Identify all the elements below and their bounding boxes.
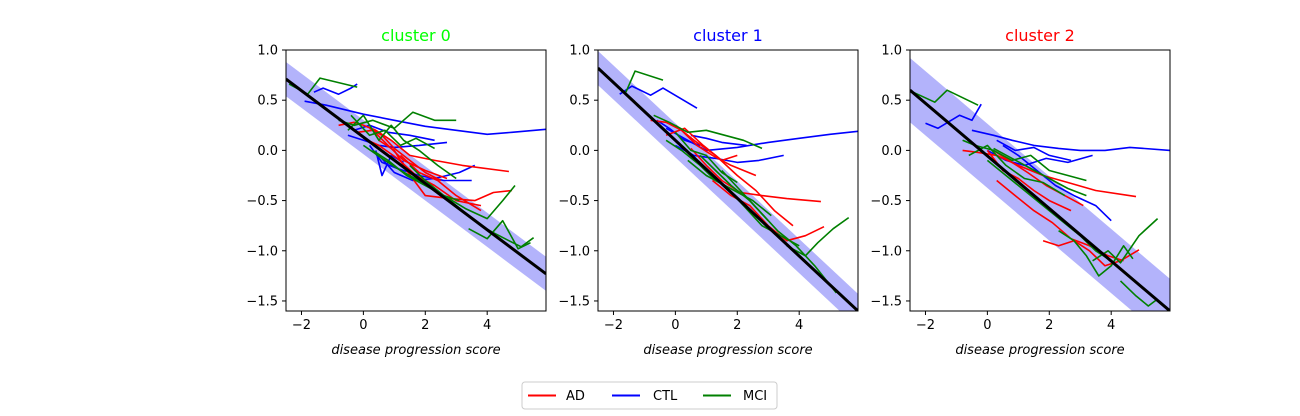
y-tick-label: 1.0 [257, 44, 278, 59]
y-tick-label: 0.0 [881, 144, 902, 159]
trajectory-mci [674, 131, 738, 184]
plot-content [286, 62, 546, 291]
x-axis-label: disease progression score [955, 343, 1124, 358]
trajectory-ctl [996, 139, 1072, 162]
x-tick-label: 2 [421, 318, 429, 333]
y-tick-label: 1.0 [881, 44, 902, 59]
x-ticks: −2 0 2 4 [604, 311, 803, 333]
y-tick-label: 0.5 [569, 94, 590, 109]
trajectory-ad [1042, 239, 1140, 267]
trajectory-ad [369, 127, 442, 182]
trajectory-ad [338, 121, 510, 173]
axes-frame [909, 49, 1171, 312]
x-tick-label: −2 [916, 318, 935, 333]
fit-line [286, 77, 546, 276]
trajectory-ad [962, 149, 1137, 198]
x-ticks: −2 0 2 4 [916, 311, 1115, 333]
trajectory-mci [347, 114, 457, 180]
y-ticks: 1.0 0.5 0.0 −0.5 −1.0 −1.5 [558, 44, 598, 309]
trajectory-ctl [925, 103, 982, 130]
trajectory-mci [350, 114, 435, 150]
plot-content [910, 58, 1170, 311]
y-tick-label: 0.0 [569, 144, 590, 159]
confidence-band [910, 58, 1170, 311]
trajectory-mci [653, 114, 763, 150]
x-tick-label: 4 [795, 318, 803, 333]
plot-content [598, 51, 858, 311]
x-tick-label: 0 [983, 318, 991, 333]
x-ticks: −2 0 2 4 [292, 311, 491, 333]
trajectory-ad [674, 124, 794, 227]
y-ticks: 1.0 0.5 0.0 −0.5 −1.0 −1.5 [246, 44, 286, 309]
y-tick-label: −1.5 [246, 294, 278, 309]
plot-area [598, 51, 858, 311]
panel-cluster-2: cluster 2 disease progression score −2 0 2… [870, 26, 1171, 358]
panel-cluster-1: cluster 1 disease progression score −2 0 2… [558, 26, 859, 358]
trajectory-mci [786, 216, 850, 257]
y-tick-label: 0.0 [257, 144, 278, 159]
y-ticks: 1.0 0.5 0.0 −0.5 −1.0 −1.5 [870, 44, 910, 309]
y-tick-label: 0.5 [881, 94, 902, 109]
fit-line [598, 66, 858, 311]
trajectory-mci [468, 219, 531, 250]
legend: AD CTL MCI [521, 381, 778, 410]
trajectory-mci [625, 70, 664, 93]
x-tick-label: 4 [483, 318, 491, 333]
y-tick-label: −0.5 [870, 194, 902, 209]
x-tick-label: −2 [292, 318, 311, 333]
legend-label-mci: MCI [743, 389, 767, 404]
x-tick-label: 0 [359, 318, 367, 333]
trajectory-ad [399, 154, 482, 212]
trajectory-mci [912, 89, 979, 106]
y-tick-label: −0.5 [558, 194, 590, 209]
y-tick-label: −0.5 [246, 194, 278, 209]
x-tick-label: 4 [1107, 318, 1115, 333]
trajectory-ad [357, 129, 448, 180]
x-axis-label: disease progression score [643, 343, 812, 358]
legend-label-ctl: CTL [653, 389, 678, 404]
y-tick-label: 0.5 [257, 94, 278, 109]
plot-area [910, 58, 1170, 311]
y-tick-label: −1.0 [246, 244, 278, 259]
trajectory-mci [1058, 230, 1134, 277]
trajectory-ad [650, 119, 757, 177]
x-axis-label: disease progression score [331, 343, 500, 358]
axes-frame [597, 49, 859, 312]
trajectory-mci [699, 154, 769, 222]
trajectory-mci [986, 159, 1112, 262]
trajectory-ad [993, 149, 1084, 207]
fit-line [910, 89, 1170, 311]
trajectory-ctl [690, 134, 747, 147]
panel-title: cluster 2 [1005, 26, 1075, 45]
y-tick-label: −1.0 [870, 244, 902, 259]
legend-frame [521, 381, 778, 410]
trajectory-mci [968, 144, 1066, 197]
panel-cluster-0: cluster 0 disease progression score −2 0 2… [246, 26, 547, 358]
trajectory-mci [721, 169, 837, 294]
y-tick-label: 1.0 [569, 44, 590, 59]
y-tick-label: −1.5 [558, 294, 590, 309]
trajectory-ctl [304, 100, 546, 136]
plot-area [286, 62, 546, 291]
y-tick-label: −1.0 [558, 244, 590, 259]
x-tick-label: 0 [671, 318, 679, 333]
trajectory-ctl [347, 134, 448, 149]
trajectory-mci [993, 147, 1087, 197]
panel-title: cluster 0 [381, 26, 451, 45]
x-tick-label: 2 [733, 318, 741, 333]
trajectory-ad [665, 127, 738, 162]
panel-title: cluster 1 [693, 26, 763, 45]
trajectory-mci [1119, 280, 1159, 307]
confidence-band [598, 51, 858, 311]
x-tick-label: 2 [1045, 318, 1053, 333]
axes-frame [285, 49, 547, 312]
legend-label-ad: AD [566, 389, 585, 404]
trajectory-ctl [1002, 144, 1112, 222]
x-tick-label: −2 [604, 318, 623, 333]
y-tick-label: −1.5 [870, 294, 902, 309]
trajectory-ctl [971, 129, 1170, 152]
